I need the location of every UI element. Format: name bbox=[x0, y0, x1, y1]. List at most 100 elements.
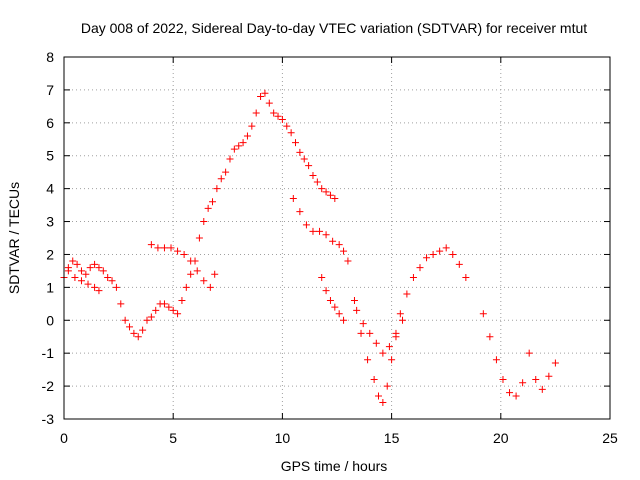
data-point bbox=[165, 303, 173, 311]
data-point bbox=[134, 333, 142, 341]
series-arc-6 bbox=[344, 244, 470, 407]
data-point bbox=[392, 329, 400, 337]
data-point bbox=[335, 241, 343, 249]
grid-lines bbox=[64, 57, 610, 419]
data-point bbox=[383, 382, 391, 390]
data-point bbox=[147, 241, 155, 249]
data-point bbox=[257, 92, 265, 100]
data-point bbox=[213, 185, 221, 193]
y-tick-label: 5 bbox=[46, 148, 54, 164]
data-point bbox=[296, 148, 304, 156]
data-point bbox=[193, 267, 201, 275]
data-point bbox=[283, 122, 291, 130]
data-point bbox=[331, 303, 339, 311]
y-tick-label: 3 bbox=[46, 214, 54, 230]
y-tick-label: 7 bbox=[46, 82, 54, 98]
data-point bbox=[180, 250, 188, 258]
x-tick-label: 10 bbox=[275, 430, 291, 446]
data-point bbox=[278, 116, 286, 124]
data-point bbox=[525, 349, 533, 357]
data-point bbox=[235, 142, 243, 150]
data-point bbox=[499, 376, 507, 384]
data-point bbox=[370, 376, 378, 384]
data-point bbox=[492, 356, 500, 364]
data-point bbox=[399, 316, 407, 324]
data-point bbox=[167, 244, 175, 252]
data-point bbox=[270, 109, 278, 117]
series-arc-4 bbox=[289, 195, 348, 255]
data-point bbox=[248, 122, 256, 130]
data-point bbox=[160, 244, 168, 252]
y-axis-label: SDTVAR / TECUs bbox=[6, 182, 22, 294]
data-point bbox=[91, 283, 99, 291]
data-point bbox=[359, 320, 367, 328]
data-point bbox=[121, 316, 129, 324]
data-point bbox=[379, 399, 387, 407]
x-axis-label: GPS time / hours bbox=[281, 458, 388, 474]
data-point bbox=[455, 260, 463, 268]
x-tick-label: 5 bbox=[169, 430, 177, 446]
x-tick-label: 15 bbox=[384, 430, 400, 446]
data-point bbox=[305, 162, 313, 170]
data-point bbox=[538, 385, 546, 393]
data-point bbox=[318, 273, 326, 281]
data-point bbox=[313, 178, 321, 186]
data-point bbox=[416, 264, 424, 272]
data-point bbox=[265, 99, 273, 107]
data-point bbox=[512, 392, 520, 400]
data-point bbox=[364, 356, 372, 364]
axis-ticks: 0 5 10 15 20 25 -3 -2 -1 0 1 2 3 4 5 6 7 8 bbox=[42, 49, 618, 446]
data-point bbox=[206, 283, 214, 291]
data-point bbox=[326, 297, 334, 305]
data-point bbox=[409, 273, 417, 281]
data-point bbox=[403, 290, 411, 298]
data-point bbox=[77, 277, 85, 285]
data-point bbox=[479, 310, 487, 318]
data-point bbox=[160, 300, 168, 308]
data-point bbox=[82, 270, 90, 278]
data-point bbox=[243, 132, 251, 140]
data-point bbox=[99, 267, 107, 275]
data-point bbox=[200, 218, 208, 226]
data-point bbox=[429, 250, 437, 258]
y-tick-label: -2 bbox=[42, 378, 55, 394]
data-point bbox=[322, 287, 330, 295]
data-point bbox=[379, 349, 387, 357]
data-point bbox=[357, 329, 365, 337]
data-point bbox=[388, 356, 396, 364]
data-point bbox=[147, 313, 155, 321]
data-point bbox=[486, 333, 494, 341]
data-point bbox=[187, 257, 195, 265]
data-point bbox=[322, 188, 330, 196]
data-point bbox=[372, 339, 380, 347]
data-point bbox=[287, 129, 295, 137]
data-point bbox=[322, 231, 330, 239]
data-point bbox=[385, 343, 393, 351]
data-point bbox=[174, 247, 182, 255]
data-point bbox=[195, 234, 203, 242]
data-point bbox=[211, 270, 219, 278]
data-point bbox=[261, 89, 269, 97]
data-point bbox=[204, 204, 212, 212]
data-point bbox=[296, 208, 304, 216]
chart-title: Day 008 of 2022, Sidereal Day-to-day VTE… bbox=[81, 20, 587, 36]
data-point bbox=[274, 112, 282, 120]
data-point bbox=[344, 257, 352, 265]
data-point bbox=[252, 109, 260, 117]
y-tick-label: 1 bbox=[46, 279, 54, 295]
data-point bbox=[545, 372, 553, 380]
data-point bbox=[64, 267, 72, 275]
data-point bbox=[222, 168, 230, 176]
data-point bbox=[289, 195, 297, 203]
data-point bbox=[436, 247, 444, 255]
y-tick-label: -1 bbox=[42, 345, 55, 361]
x-tick-label: 20 bbox=[493, 430, 509, 446]
data-point bbox=[217, 175, 225, 183]
data-point bbox=[239, 139, 247, 147]
data-point bbox=[112, 283, 120, 291]
series-arc-3 bbox=[64, 267, 103, 295]
data-point bbox=[331, 195, 339, 203]
data-point bbox=[200, 277, 208, 285]
plot-frame bbox=[63, 56, 611, 420]
data-point bbox=[532, 376, 540, 384]
